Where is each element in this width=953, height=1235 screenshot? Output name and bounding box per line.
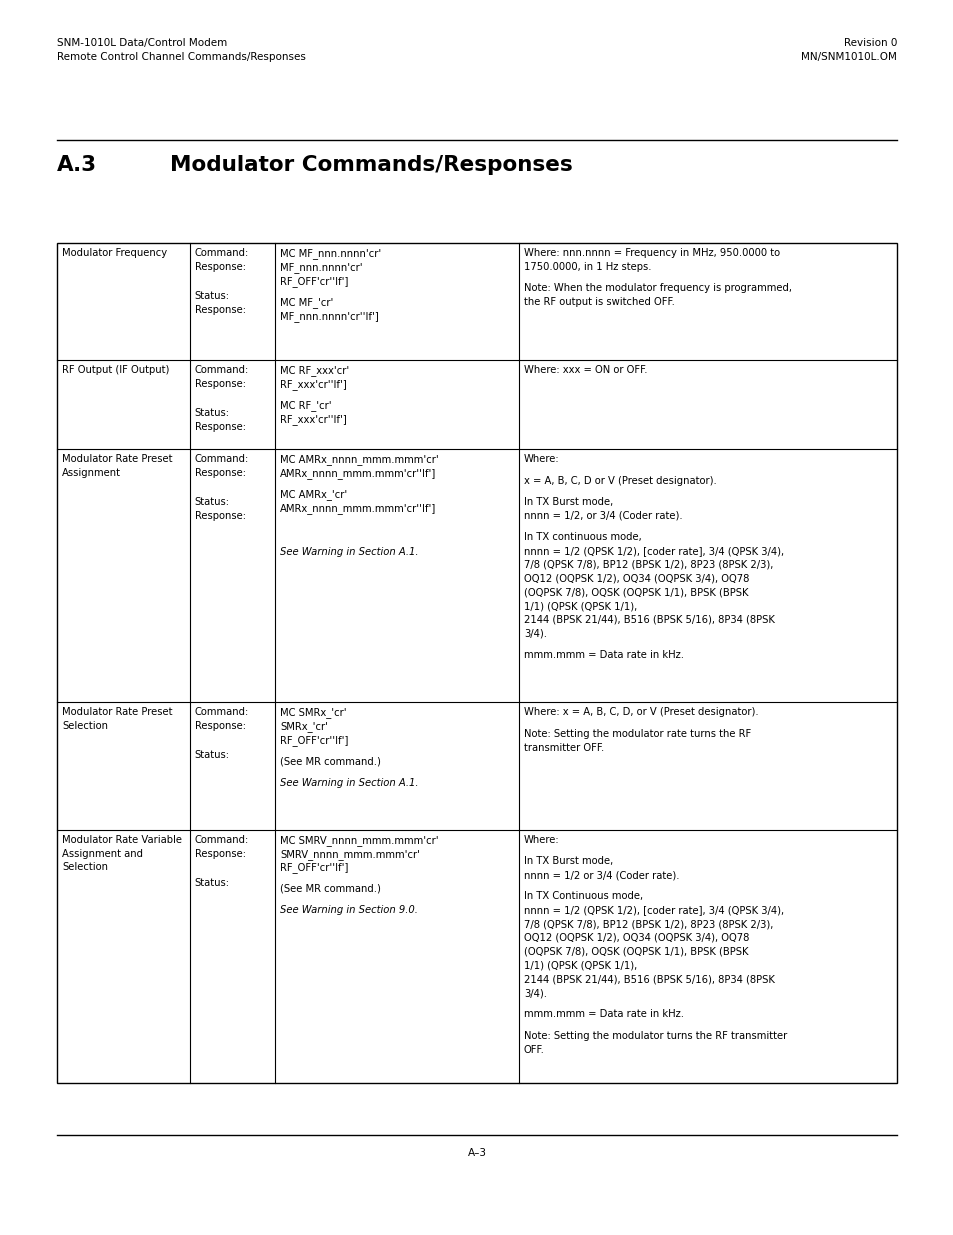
Text: MC RF_'cr': MC RF_'cr' [280,400,332,411]
Text: (See MR command.): (See MR command.) [280,884,381,894]
Text: Response:: Response: [194,468,246,478]
Text: Command:: Command: [194,835,249,845]
Text: Response:: Response: [194,511,246,521]
Text: SMRx_'cr': SMRx_'cr' [280,721,328,732]
Text: MC SMRV_nnnn_mmm.mmm'cr': MC SMRV_nnnn_mmm.mmm'cr' [280,835,438,846]
Text: See Warning in Section 9.0.: See Warning in Section 9.0. [280,905,417,915]
Text: Modulator Frequency: Modulator Frequency [62,248,167,258]
Text: Response:: Response: [194,379,246,389]
Text: MC RF_xxx'cr': MC RF_xxx'cr' [280,366,350,375]
Text: OQ12 (OQPSK 1/2), OQ34 (OQPSK 3/4), OQ78: OQ12 (OQPSK 1/2), OQ34 (OQPSK 3/4), OQ78 [523,573,749,583]
Text: MF_nnn.nnnn'cr': MF_nnn.nnnn'cr' [280,262,363,273]
Text: Note: When the modulator frequency is programmed,: Note: When the modulator frequency is pr… [523,283,791,293]
Text: Remote Control Channel Commands/Responses: Remote Control Channel Commands/Response… [57,52,306,62]
Text: Status:: Status: [194,496,230,506]
Text: AMRx_nnnn_mmm.mmm'cr''lf']: AMRx_nnnn_mmm.mmm'cr''lf'] [280,503,436,514]
Bar [57,243,896,1083]
Text: 1/1) (QPSK (QPSK 1/1),: 1/1) (QPSK (QPSK 1/1), [523,601,637,611]
Text: MN/SNM1010L.OM: MN/SNM1010L.OM [801,52,896,62]
Text: (OQPSK 7/8), OQSK (OQPSK 1/1), BPSK (BPSK: (OQPSK 7/8), OQSK (OQPSK 1/1), BPSK (BPS… [523,588,748,598]
Text: See Warning in Section A.1.: See Warning in Section A.1. [280,547,418,557]
Text: Where: x = A, B, C, D, or V (Preset designator).: Where: x = A, B, C, D, or V (Preset desi… [523,708,758,718]
Text: 1750.0000, in 1 Hz steps.: 1750.0000, in 1 Hz steps. [523,262,651,272]
Text: Status:: Status: [194,878,230,888]
Text: Where:: Where: [523,454,559,464]
Text: RF_OFF'cr''lf']: RF_OFF'cr''lf'] [280,735,349,746]
Text: In TX Burst mode,: In TX Burst mode, [523,496,613,506]
Text: MC AMRx_'cr': MC AMRx_'cr' [280,489,347,500]
Text: Modulator Rate Preset: Modulator Rate Preset [62,708,172,718]
Text: Modulator Rate Variable: Modulator Rate Variable [62,835,182,845]
Text: A–3: A–3 [467,1149,486,1158]
Text: Command:: Command: [194,248,249,258]
Text: MF_nnn.nnnn'cr''lf']: MF_nnn.nnnn'cr''lf'] [280,311,378,321]
Text: Response:: Response: [194,305,246,315]
Text: 3/4).: 3/4). [523,629,546,638]
Text: Command:: Command: [194,708,249,718]
Text: 7/8 (QPSK 7/8), BP12 (BPSK 1/2), 8P23 (8PSK 2/3),: 7/8 (QPSK 7/8), BP12 (BPSK 1/2), 8P23 (8… [523,559,773,569]
Text: RF_xxx'cr''lf']: RF_xxx'cr''lf'] [280,414,347,425]
Text: Response:: Response: [194,721,246,731]
Text: Where: xxx = ON or OFF.: Where: xxx = ON or OFF. [523,366,647,375]
Text: RF_OFF'cr''lf']: RF_OFF'cr''lf'] [280,275,349,287]
Text: OFF.: OFF. [523,1045,544,1055]
Text: Where: nnn.nnnn = Frequency in MHz, 950.0000 to: Where: nnn.nnnn = Frequency in MHz, 950.… [523,248,780,258]
Text: Selection: Selection [62,862,108,872]
Text: Modulator Rate Preset: Modulator Rate Preset [62,454,172,464]
Text: SMRV_nnnn_mmm.mmm'cr': SMRV_nnnn_mmm.mmm'cr' [280,848,420,860]
Text: AMRx_nnnn_mmm.mmm'cr''lf']: AMRx_nnnn_mmm.mmm'cr''lf'] [280,468,436,479]
Text: Command:: Command: [194,454,249,464]
Text: nnnn = 1/2, or 3/4 (Coder rate).: nnnn = 1/2, or 3/4 (Coder rate). [523,511,682,521]
Text: In TX continuous mode,: In TX continuous mode, [523,532,641,542]
Text: MC MF_'cr': MC MF_'cr' [280,296,334,308]
Text: mmm.mmm = Data rate in kHz.: mmm.mmm = Data rate in kHz. [523,650,683,661]
Text: MC AMRx_nnnn_mmm.mmm'cr': MC AMRx_nnnn_mmm.mmm'cr' [280,454,438,466]
Text: In TX Burst mode,: In TX Burst mode, [523,856,613,866]
Text: RF Output (IF Output): RF Output (IF Output) [62,366,170,375]
Text: See Warning in Section A.1.: See Warning in Section A.1. [280,778,418,788]
Text: 1/1) (QPSK (QPSK 1/1),: 1/1) (QPSK (QPSK 1/1), [523,961,637,971]
Text: Assignment: Assignment [62,468,121,478]
Text: mmm.mmm = Data rate in kHz.: mmm.mmm = Data rate in kHz. [523,1009,683,1019]
Text: Response:: Response: [194,848,246,858]
Text: OQ12 (OQPSK 1/2), OQ34 (OQPSK 3/4), OQ78: OQ12 (OQPSK 1/2), OQ34 (OQPSK 3/4), OQ78 [523,932,749,942]
Text: nnnn = 1/2 or 3/4 (Coder rate).: nnnn = 1/2 or 3/4 (Coder rate). [523,869,679,881]
Text: Response:: Response: [194,262,246,272]
Text: (OQPSK 7/8), OQSK (OQPSK 1/1), BPSK (BPSK: (OQPSK 7/8), OQSK (OQPSK 1/1), BPSK (BPS… [523,947,748,957]
Text: Command:: Command: [194,366,249,375]
Text: Assignment and: Assignment and [62,848,143,858]
Text: SNM-1010L Data/Control Modem: SNM-1010L Data/Control Modem [57,38,227,48]
Text: 2144 (BPSK 21/44), B516 (BPSK 5/16), 8P34 (8PSK: 2144 (BPSK 21/44), B516 (BPSK 5/16), 8P3… [523,615,774,625]
Text: In TX Continuous mode,: In TX Continuous mode, [523,892,642,902]
Text: 7/8 (QPSK 7/8), BP12 (BPSK 1/2), 8P23 (8PSK 2/3),: 7/8 (QPSK 7/8), BP12 (BPSK 1/2), 8P23 (8… [523,919,773,929]
Text: nnnn = 1/2 (QPSK 1/2), [coder rate], 3/4 (QPSK 3/4),: nnnn = 1/2 (QPSK 1/2), [coder rate], 3/4… [523,905,783,915]
Text: the RF output is switched OFF.: the RF output is switched OFF. [523,296,674,308]
Text: nnnn = 1/2 (QPSK 1/2), [coder rate], 3/4 (QPSK 3/4),: nnnn = 1/2 (QPSK 1/2), [coder rate], 3/4… [523,546,783,556]
Text: 3/4).: 3/4). [523,988,546,998]
Text: RF_xxx'cr''lf']: RF_xxx'cr''lf'] [280,379,347,390]
Text: RF_OFF'cr''lf']: RF_OFF'cr''lf'] [280,862,349,873]
Text: Where:: Where: [523,835,559,845]
Text: x = A, B, C, D or V (Preset designator).: x = A, B, C, D or V (Preset designator). [523,475,716,485]
Text: Note: Setting the modulator rate turns the RF: Note: Setting the modulator rate turns t… [523,729,750,739]
Text: Revision 0: Revision 0 [842,38,896,48]
Text: Note: Setting the modulator turns the RF transmitter: Note: Setting the modulator turns the RF… [523,1031,786,1041]
Text: Status:: Status: [194,750,230,760]
Text: 2144 (BPSK 21/44), B516 (BPSK 5/16), 8P34 (8PSK: 2144 (BPSK 21/44), B516 (BPSK 5/16), 8P3… [523,974,774,984]
Text: transmitter OFF.: transmitter OFF. [523,742,603,752]
Text: Selection: Selection [62,721,108,731]
Text: MC SMRx_'cr': MC SMRx_'cr' [280,708,347,719]
Text: A.3: A.3 [57,156,97,175]
Text: Response:: Response: [194,421,246,431]
Text: MC MF_nnn.nnnn'cr': MC MF_nnn.nnnn'cr' [280,248,381,259]
Text: Modulator Commands/Responses: Modulator Commands/Responses [170,156,572,175]
Text: Status:: Status: [194,408,230,417]
Text: (See MR command.): (See MR command.) [280,756,381,766]
Text: Status:: Status: [194,290,230,301]
